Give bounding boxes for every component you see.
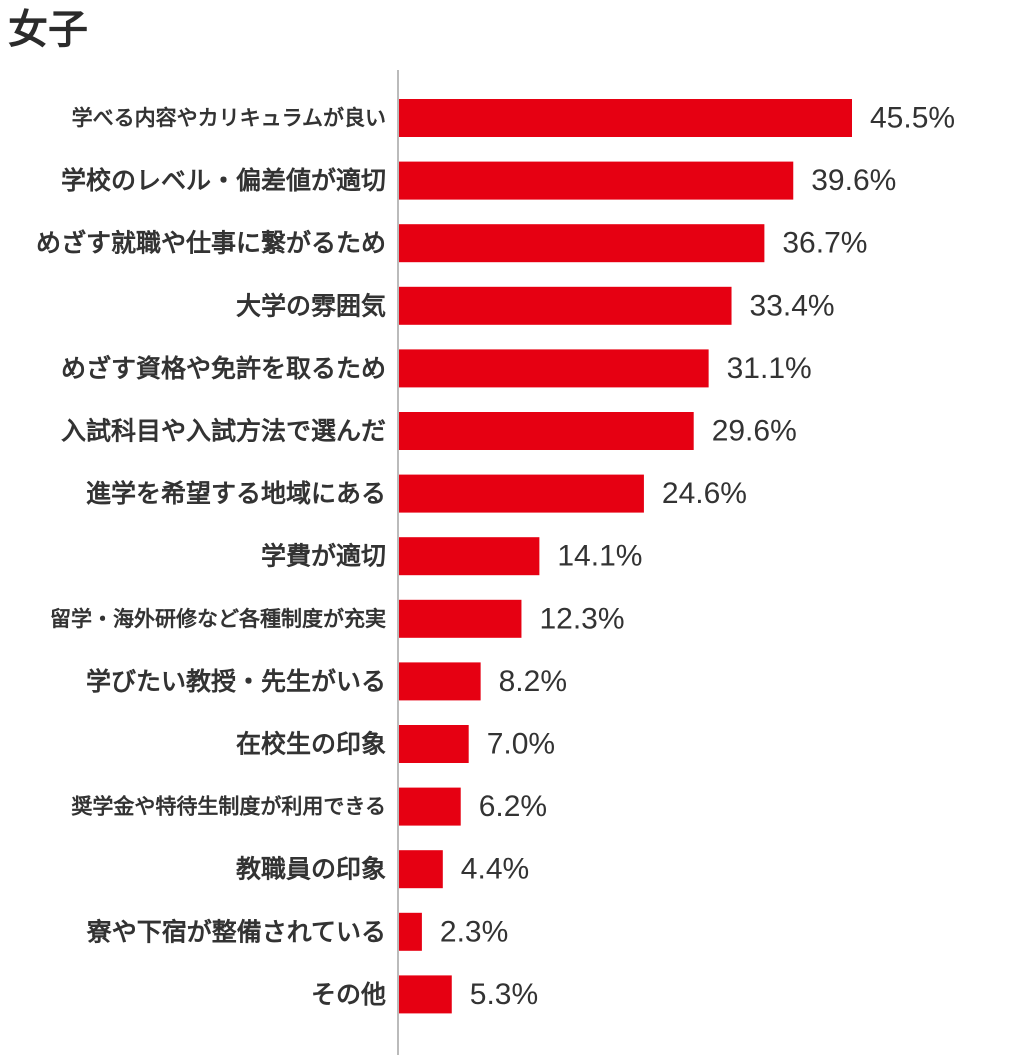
- category-label: 留学・海外研修など各種制度が充実: [50, 607, 386, 631]
- value-label: 5.3%: [470, 978, 538, 1011]
- value-label: 14.1%: [557, 540, 642, 573]
- value-label: 29.6%: [712, 415, 797, 448]
- category-label: 学費が適切: [261, 542, 386, 571]
- value-label: 45.5%: [870, 102, 955, 135]
- bar: [399, 224, 765, 263]
- category-label: 学べる内容やカリキュラムが良い: [72, 106, 386, 130]
- value-label: 6.2%: [479, 790, 547, 823]
- bar: [399, 725, 469, 763]
- value-label: 36.7%: [782, 227, 867, 260]
- category-label: 大学の雰囲気: [236, 291, 386, 320]
- bar: [399, 787, 461, 826]
- category-label: 入試科目や入試方法で選んだ: [61, 417, 386, 446]
- value-label: 31.1%: [727, 352, 812, 385]
- value-label: 4.4%: [461, 853, 529, 886]
- bar: [399, 99, 852, 137]
- category-label: 進学を希望する地域にある: [86, 479, 386, 508]
- bar: [399, 474, 644, 513]
- value-label: 2.3%: [440, 915, 508, 948]
- value-label: 7.0%: [487, 728, 555, 761]
- category-label: めざす就職や仕事に繋がるため: [36, 229, 386, 258]
- value-label: 33.4%: [750, 289, 835, 322]
- category-label: 学びたい教授・先生がいる: [86, 667, 386, 696]
- value-label: 24.6%: [662, 477, 747, 510]
- value-label: 8.2%: [499, 665, 567, 698]
- bar: [399, 161, 794, 200]
- bar: [399, 412, 694, 450]
- category-label: 教職員の印象: [236, 855, 386, 884]
- value-label: 39.6%: [811, 164, 896, 197]
- category-label: 寮や下宿が整備されている: [86, 917, 386, 946]
- chart-title: 女子: [8, 7, 88, 53]
- bar: [399, 662, 481, 701]
- category-label: 奨学金や特待生制度が利用できる: [71, 795, 386, 819]
- category-label: その他: [311, 980, 386, 1009]
- bar: [399, 912, 422, 951]
- bar: [399, 850, 443, 889]
- category-label: めざす資格や免許を取るため: [61, 354, 386, 383]
- bar: [399, 286, 732, 325]
- value-label: 12.3%: [539, 602, 624, 635]
- bar: [399, 537, 540, 576]
- bar: [399, 349, 709, 388]
- bar: [399, 599, 522, 638]
- category-label: 学校のレベル・偏差値が適切: [61, 166, 386, 195]
- category-label: 在校生の印象: [236, 730, 386, 759]
- bar: [399, 975, 452, 1014]
